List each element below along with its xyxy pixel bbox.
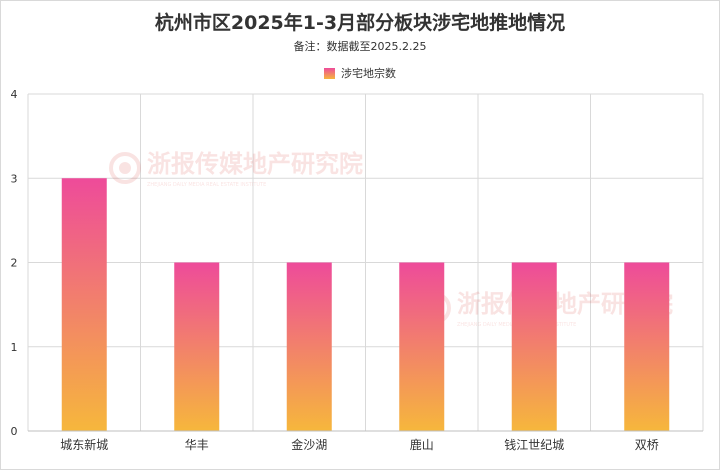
x-tick-label: 金沙湖	[291, 437, 327, 452]
watermark-logo-dot	[119, 162, 131, 174]
bar	[61, 178, 107, 431]
bar	[174, 262, 220, 431]
axes: 0 1 2 3 4 城东新城 华丰 金沙湖 鹿山 钱江世纪城 双桥	[11, 88, 703, 452]
bar	[399, 262, 445, 431]
chart-subtitle: 备注：数据截至2025.2.25	[293, 40, 427, 53]
x-tick-label: 双桥	[635, 438, 659, 452]
x-tick-label: 鹿山	[410, 437, 434, 452]
watermark-mark: 浙报传媒地产研究院 ZHEJIANG DAILY MEDIA REAL ESTAT…	[109, 150, 363, 188]
y-tick-label: 0	[11, 425, 18, 438]
legend-swatch	[324, 67, 335, 79]
y-tick-label: 2	[11, 257, 18, 270]
y-tick-label: 3	[11, 172, 18, 185]
watermark-main-text: 浙报传媒地产研究院	[147, 150, 363, 178]
legend-label: 涉宅地宗数	[341, 67, 396, 80]
chart-title: 杭州市区2025年1-3月部分板块涉宅地推地情况	[154, 12, 566, 34]
grid	[27, 93, 704, 432]
watermark-logo-icon	[109, 152, 141, 184]
x-tick-label: 钱江世纪城	[504, 437, 564, 452]
x-tick-label: 城东新城	[60, 437, 108, 452]
y-tick-label: 1	[11, 341, 18, 354]
bars	[61, 178, 670, 431]
bar	[511, 262, 557, 431]
watermark-sub-text: ZHEJIANG DAILY MEDIA REAL ESTATE INSTITU…	[147, 182, 266, 188]
bar	[286, 262, 332, 431]
x-tick-label: 华丰	[185, 438, 209, 452]
chart-legend: 涉宅地宗数	[0, 65, 720, 81]
bar	[624, 262, 670, 431]
y-tick-label: 4	[11, 88, 18, 101]
